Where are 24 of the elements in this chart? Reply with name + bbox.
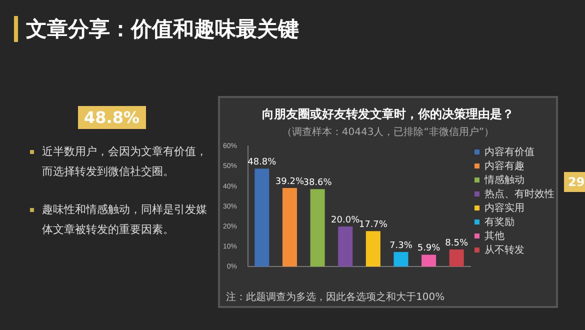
text: 48.8%: [78, 106, 146, 129]
legend-label: 其他: [484, 230, 504, 242]
legend-label: 情感触动: [484, 174, 524, 186]
data-label: 5.9%: [417, 244, 441, 254]
legend-label: 内容有价值: [484, 146, 534, 158]
data-label: 39.2%: [275, 176, 304, 187]
legend-label: 有奖励: [484, 216, 514, 228]
data-label: 8.5%: [445, 238, 468, 248]
text: 29: [564, 172, 585, 192]
data-label: 7.3%: [390, 240, 413, 251]
data-label: 20.0%: [331, 215, 360, 226]
data-label: 38.6%: [303, 178, 332, 188]
data-label: 48.8%: [248, 158, 277, 168]
chart-subtitle: 向朋友圈或好友转发文章时，你的决策理由是？: [261, 106, 515, 123]
legend-label: 内容实用: [484, 202, 524, 214]
legend-label: 热点、有时效性: [484, 188, 554, 200]
text: 趣味性和情感触动，同样是引发媒体文章被转发的重要因素。: [30, 200, 214, 240]
text: （调查样本：40443人，已排除“非微信用户”）: [280, 126, 496, 139]
chart-title: 文章分享：价值和趣味最关键: [14, 16, 299, 42]
legend-label: 从不转发: [484, 244, 524, 256]
text: 近半数用户，会因为文章有价值，而选择转发到微信社交圈。: [30, 142, 214, 182]
data-label: 17.7%: [358, 220, 388, 230]
legend-label: 内容有趣: [484, 160, 524, 172]
text: 注：此题调查为多选，因此各选项之和大于100%: [226, 290, 445, 304]
